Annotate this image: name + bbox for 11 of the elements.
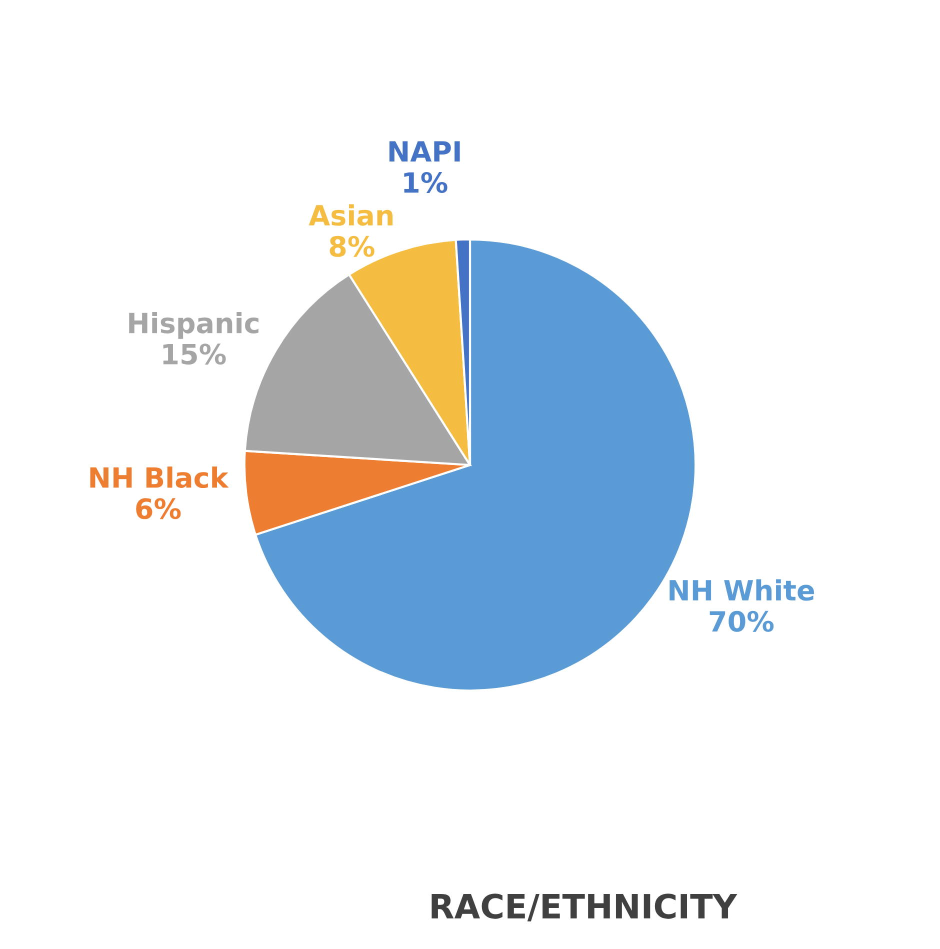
data-label: 8% <box>330 236 374 257</box>
data-label: 70% <box>710 610 774 632</box>
slice-label: NH Black <box>90 466 229 488</box>
data-label: 6% <box>136 498 181 520</box>
slice-label: NAPI <box>389 141 460 162</box>
data-label: 1% <box>404 172 448 193</box>
slice-label: Asian <box>308 204 393 226</box>
data-label: 15% <box>163 344 226 365</box>
slice-label: NH White <box>670 579 814 601</box>
slice-label: Hispanic <box>129 312 258 339</box>
text: RACE/ETHNICITY <box>432 894 738 922</box>
